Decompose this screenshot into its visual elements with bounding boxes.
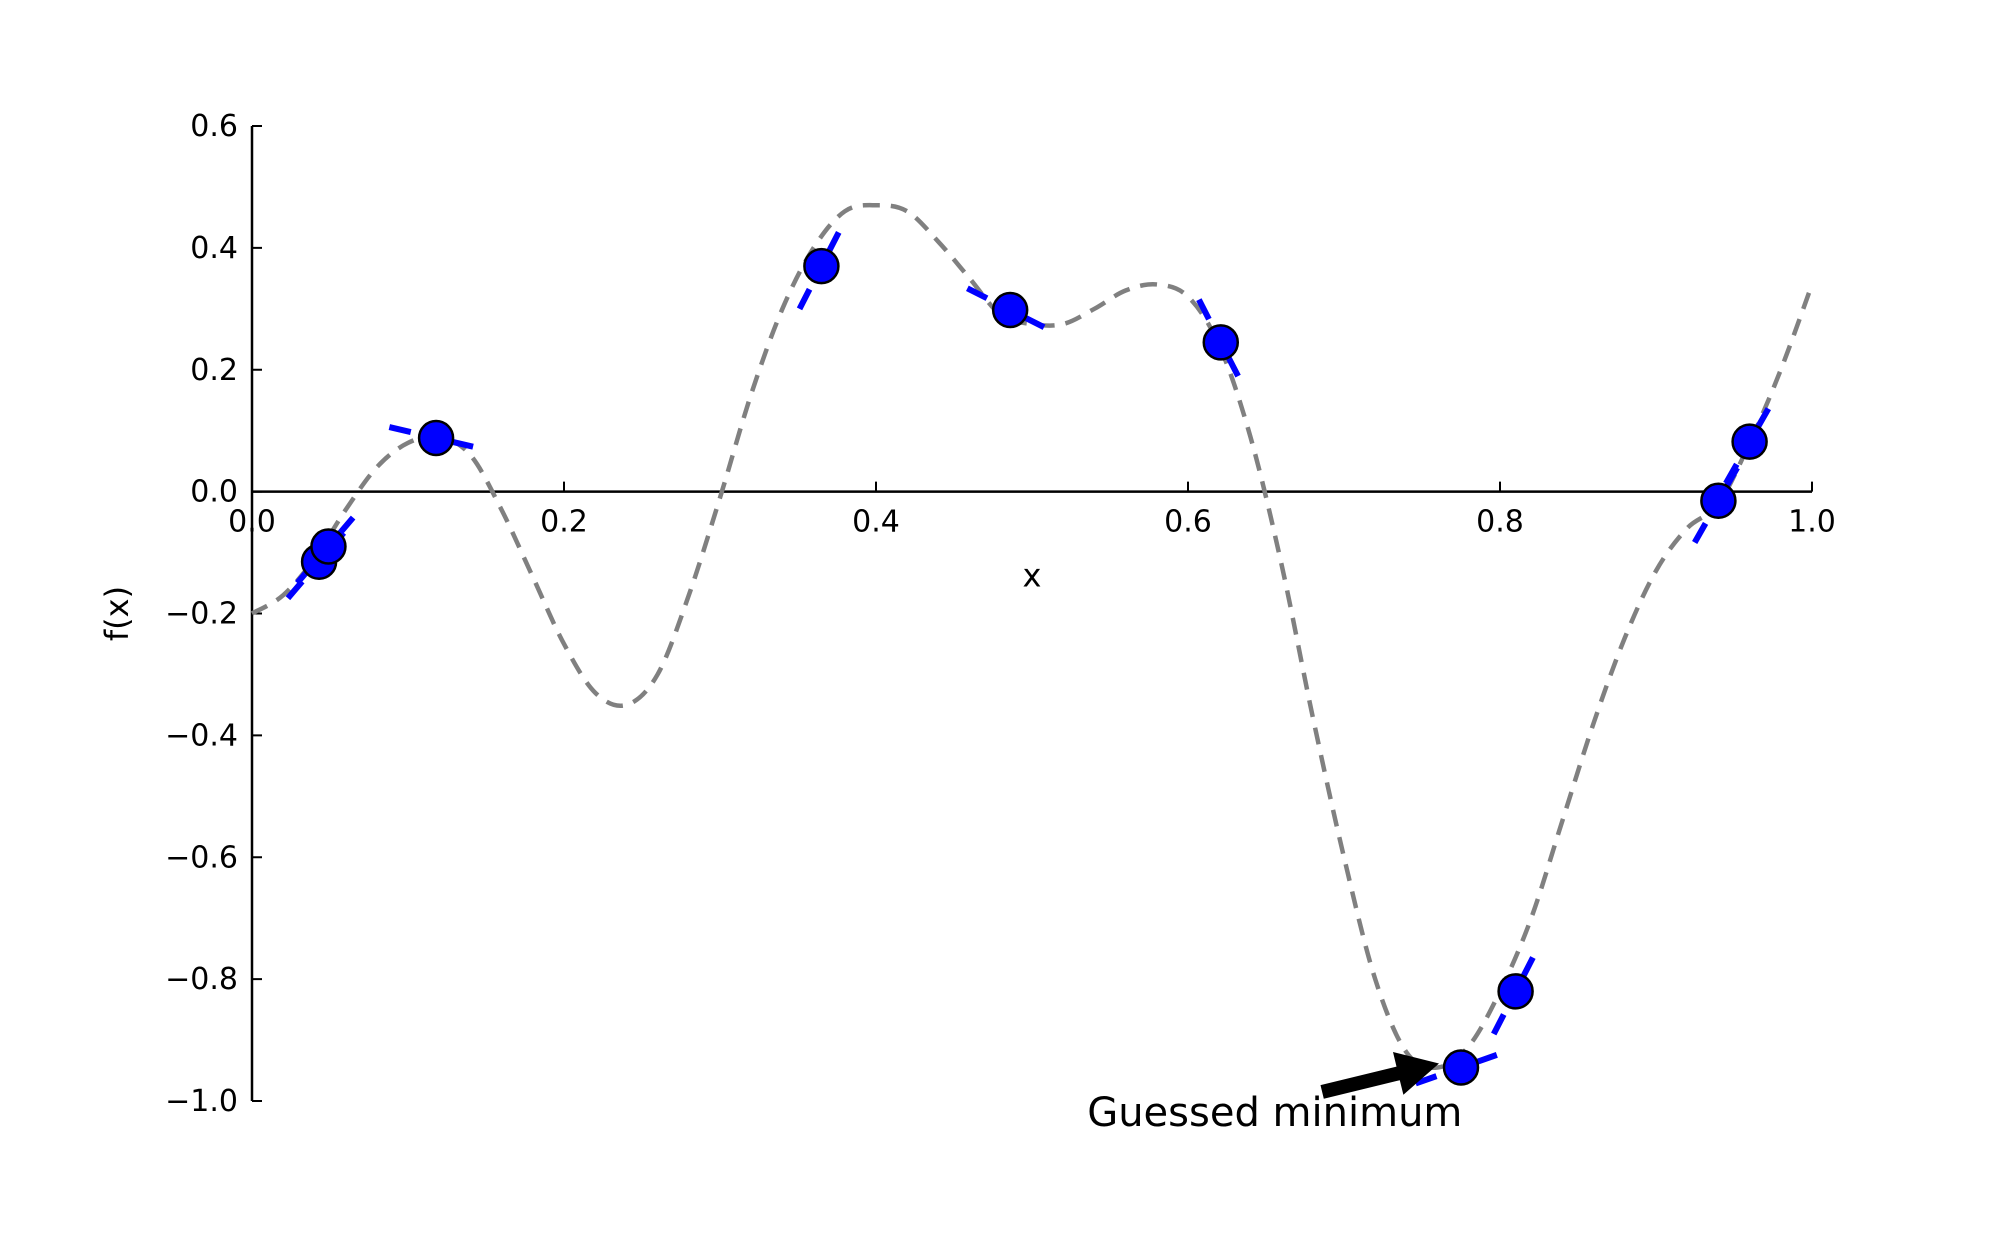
x-tick-label: 0.6 [1164,505,1212,540]
function-curve-0 [250,202,1815,1070]
y-tick-label: 0.6 [190,109,238,144]
tangent-segments-layer [285,222,1776,1087]
annotation-text: Guessed minimum [1087,1090,1462,1136]
y-tick-label: −0.6 [165,840,238,875]
sample-point [1700,482,1737,520]
y-tick-label: 0.0 [190,475,238,510]
annotation-arrow [1320,1052,1439,1099]
sample-point [1731,423,1768,460]
y-tick-label: −0.2 [165,597,238,632]
sample-point [803,247,840,285]
x-tick-label: 1.0 [1788,505,1836,540]
y-tick-label: 0.2 [190,353,238,388]
y-tick-label: −0.4 [165,718,238,753]
sample-point [991,291,1029,329]
x-tick-label: 0.2 [540,505,588,540]
axes: −1.0 −0.8 −0.6 −0.4 −0.2 0.0 0.2 0.4 0.6 0.0 0.2 0.… [165,109,1836,1119]
y-axis-label: f(x) [98,586,136,641]
sample-point [1497,973,1534,1010]
y-tick-label: −0.8 [165,962,238,997]
sample-point [1442,1049,1480,1086]
annotation-layer: Guessed minimum [1087,1052,1462,1136]
x-axis-label: x [1023,557,1042,595]
sample-point [310,528,347,565]
y-tick-label: −1.0 [165,1084,238,1119]
sample-points-layer [300,247,1768,1086]
y-tick-label: 0.4 [190,231,238,266]
sample-point [417,419,455,457]
sample-point [1202,324,1240,361]
function-curve-layer [250,202,1815,1070]
x-tick-label: 0.0 [228,505,276,540]
x-tick-label: 0.8 [1476,505,1524,540]
x-tick-label: 0.4 [852,505,900,540]
